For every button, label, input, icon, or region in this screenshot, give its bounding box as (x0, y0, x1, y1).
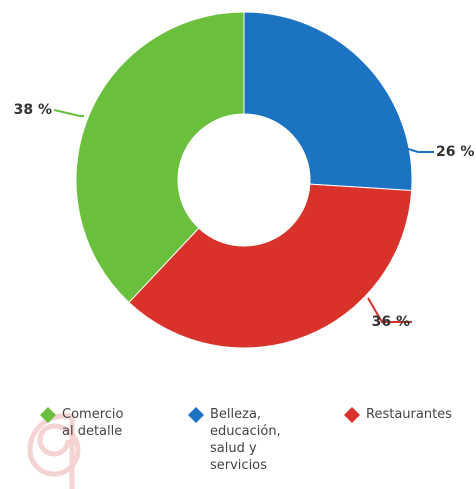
donut-slice (128, 183, 413, 349)
value-label: 38 % (14, 102, 52, 118)
leader-line (367, 297, 412, 323)
legend-marker (188, 407, 204, 423)
leader-line (53, 109, 84, 117)
value-label: 36 % (372, 314, 410, 330)
decoration-swirl (27, 413, 81, 489)
legend-diamond (188, 407, 204, 423)
legend-marker (344, 407, 360, 423)
legend-item: Belleza, educación, salud y servicios (188, 406, 298, 486)
legend-diamond (344, 407, 360, 423)
donut-slice (243, 11, 413, 192)
donut-slice (75, 11, 245, 304)
legend-item: Restaurantes (344, 406, 474, 486)
legend-item: Comercio al detalle (40, 406, 150, 486)
legend-marker (40, 407, 56, 423)
legend-label: Comercio al detalle (62, 407, 124, 439)
value-label: 26 % (436, 144, 474, 160)
legend-diamond (40, 407, 56, 423)
legend-label: Restaurantes (366, 407, 452, 422)
legend-label: Belleza, educación, salud y servicios (210, 407, 281, 473)
leader-line (404, 147, 434, 153)
